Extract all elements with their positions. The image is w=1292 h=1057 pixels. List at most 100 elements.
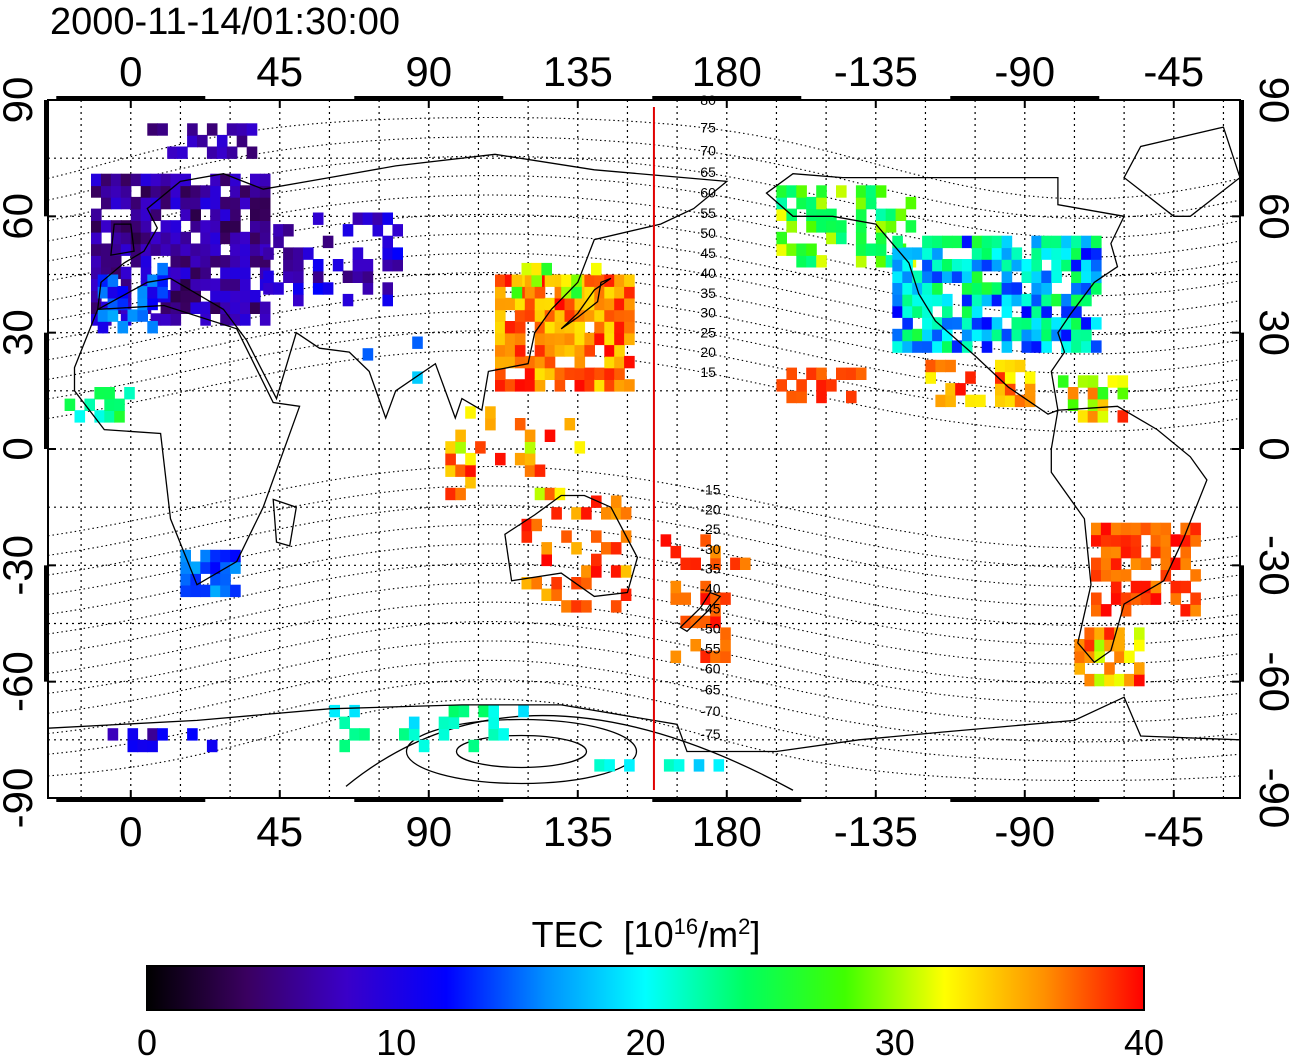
- colorbar-tick-label: 40: [1124, 1022, 1164, 1057]
- tec-cell: [1100, 604, 1112, 617]
- tec-cell: [1120, 604, 1132, 617]
- tec-cell: [514, 452, 526, 466]
- tec-cell: [130, 196, 142, 210]
- tec-cell: [663, 759, 675, 772]
- tec-cell: [468, 739, 480, 753]
- tec-cell: [836, 185, 847, 198]
- tec-cell: [160, 231, 172, 245]
- tec-cell: [624, 355, 635, 369]
- tec-cell: [594, 309, 605, 322]
- tec-cell: [942, 317, 953, 330]
- tec-cell: [922, 317, 933, 330]
- tec-cell: [342, 224, 354, 237]
- tec-cell: [210, 561, 221, 574]
- tec-cell: [922, 293, 933, 307]
- tec-cell: [200, 255, 211, 268]
- tec-cell: [382, 247, 393, 260]
- magnetic-latitude-line: [48, 524, 1240, 607]
- tec-cell: [594, 332, 605, 346]
- tec-cell: [981, 259, 993, 272]
- tec-cell: [614, 367, 625, 380]
- tec-cell: [1071, 328, 1082, 342]
- tec-cell: [581, 507, 592, 520]
- tec-cell: [230, 196, 241, 210]
- tec-cell: [1081, 340, 1092, 353]
- tec-cell: [312, 212, 324, 225]
- coastline-australia: [504, 494, 639, 598]
- tec-cell: [594, 759, 605, 772]
- tec-cell: [571, 542, 582, 555]
- tec-cell: [1051, 235, 1062, 249]
- tec-cell: [250, 231, 261, 245]
- tec-cell: [190, 243, 201, 256]
- tec-cell: [1084, 627, 1095, 640]
- tec-cell: [1120, 545, 1132, 559]
- tec-cell: [1094, 627, 1105, 640]
- tec-cell: [604, 344, 615, 357]
- tec-cell: [120, 243, 132, 256]
- tec-cell: [140, 243, 152, 256]
- tec-cell: [236, 134, 248, 148]
- magnetic-latitude-line: [48, 155, 1240, 239]
- x-tick-label-top: -90: [994, 48, 1055, 95]
- tec-cell: [263, 270, 274, 283]
- tec-cell: [1097, 410, 1109, 423]
- tec-cell: [1091, 259, 1102, 272]
- tec-cell: [710, 604, 721, 617]
- tec-cell: [1074, 650, 1085, 663]
- tec-cell: [359, 728, 370, 741]
- tec-cell: [230, 185, 241, 198]
- magnetic-latitude-line: [48, 582, 1240, 665]
- tec-cell: [534, 367, 546, 380]
- tec-cell: [1067, 387, 1079, 400]
- tec-cell: [551, 577, 562, 590]
- tec-cell: [1170, 534, 1182, 547]
- tec-cell: [776, 379, 787, 392]
- tec-cell: [107, 274, 119, 287]
- tec-cell: [995, 371, 1006, 384]
- tec-cell: [273, 282, 284, 295]
- tec-cell: [971, 317, 983, 330]
- tec-cell: [816, 220, 827, 233]
- tec-cell: [1021, 305, 1033, 318]
- tec-cell: [571, 274, 582, 287]
- tec-cell: [902, 282, 913, 295]
- y-tick-label-left: -60: [0, 651, 41, 712]
- coastline-madagascar: [272, 498, 298, 547]
- tec-cell: [160, 301, 172, 314]
- tec-cell: [1130, 522, 1142, 536]
- magnetic-latitude-line: [48, 679, 1240, 762]
- tec-cell: [283, 270, 294, 283]
- tec-cell: [455, 441, 466, 454]
- tec-cell: [157, 262, 168, 276]
- tec-cell: [902, 317, 913, 330]
- tec-cell: [1114, 650, 1125, 663]
- tec-cell: [905, 220, 917, 233]
- magnetic-latitude-label: -20: [700, 501, 720, 517]
- tec-cell: [372, 212, 384, 225]
- tec-cell: [107, 728, 119, 741]
- tec-cell: [806, 243, 817, 256]
- tec-cell: [1051, 259, 1062, 272]
- tec-cell: [101, 243, 112, 256]
- tec-cell: [1104, 627, 1115, 640]
- tec-cell: [604, 355, 615, 369]
- tec-cell: [700, 650, 711, 663]
- tec-cell: [846, 367, 857, 380]
- tec-cell: [180, 208, 191, 221]
- tec-cell: [170, 231, 182, 245]
- tec-cell: [991, 247, 1003, 260]
- tec-cell: [206, 123, 218, 136]
- tec-cell: [91, 266, 102, 280]
- x-tick-label-bottom: 180: [692, 808, 762, 855]
- tec-cell: [806, 196, 817, 210]
- tec-cell: [922, 247, 933, 260]
- magnetic-latitude-line: [48, 601, 1240, 685]
- tec-cell: [961, 340, 973, 353]
- magnetic-latitude-label: -35: [700, 561, 720, 577]
- tec-cell: [160, 196, 172, 210]
- tec-cell: [816, 367, 827, 380]
- tec-cell: [534, 487, 546, 501]
- tec-cell: [541, 542, 552, 555]
- tec-cell: [448, 716, 460, 729]
